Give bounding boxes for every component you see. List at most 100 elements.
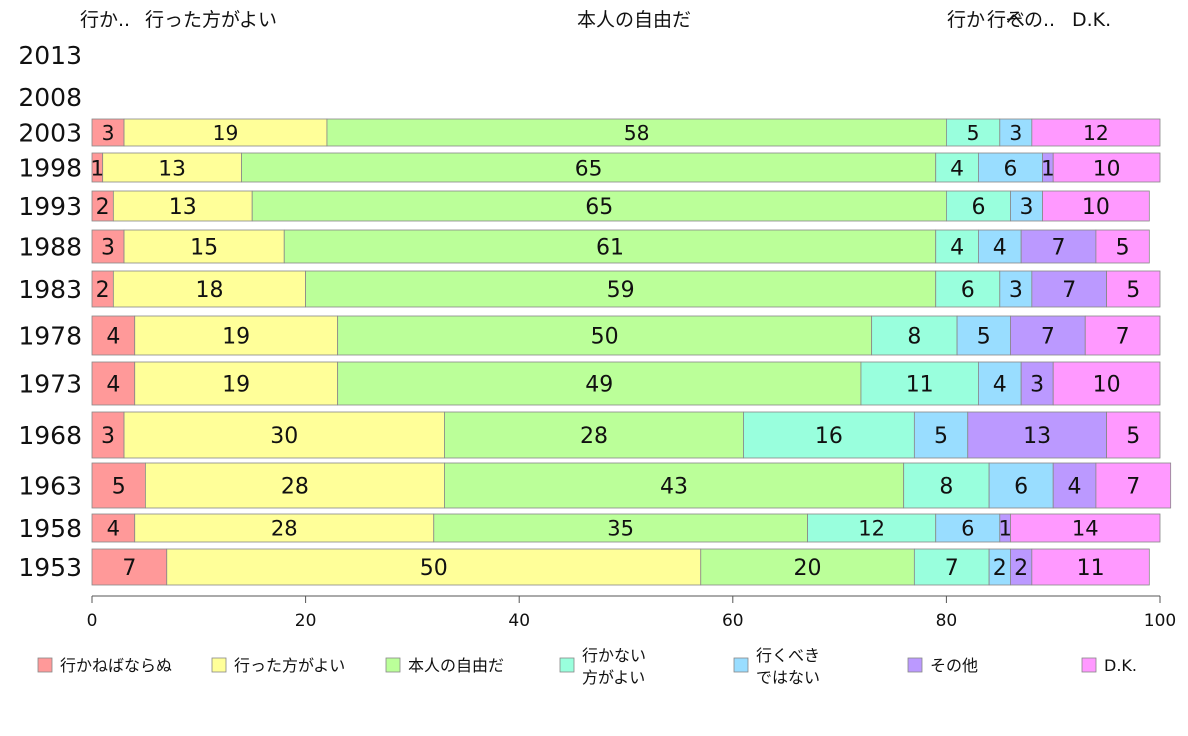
bar-value-label: 7	[1116, 324, 1130, 349]
bar-value-label: 5	[967, 121, 980, 145]
bar-segment	[1020, 229, 1097, 264]
bar-segment	[1106, 270, 1161, 308]
bar-segment	[337, 315, 873, 356]
bar-segment	[913, 411, 969, 459]
bar-value-label: 3	[101, 424, 115, 449]
x-tick-label: 40	[508, 611, 530, 631]
bar-segment	[134, 513, 435, 543]
bar-value-label: 10	[1093, 156, 1121, 181]
legend-label: 行かない方がよい	[582, 646, 646, 687]
bar-value-label: 4	[106, 324, 120, 349]
legend-swatch	[907, 657, 923, 673]
bar-segment	[1095, 229, 1150, 264]
bar-value-label: 65	[585, 195, 613, 220]
bar-value-label: 5	[1116, 235, 1130, 260]
year-label: 1983	[18, 275, 82, 304]
bar-value-label: 13	[1023, 424, 1051, 449]
legend-swatch	[559, 657, 575, 673]
bar-segment	[241, 152, 937, 183]
year-label: 1988	[18, 233, 82, 262]
bar-segment	[1010, 513, 1161, 543]
bar-value-label: 2	[96, 195, 110, 220]
bar-value-label: 1	[1041, 156, 1055, 181]
bar-value-label: 6	[971, 195, 985, 220]
bar-value-label: 16	[815, 424, 843, 449]
x-tick-label: 80	[936, 611, 958, 631]
bar-value-label: 59	[607, 278, 635, 303]
bar-value-label: 3	[1009, 278, 1023, 303]
bar-segment	[91, 513, 136, 543]
bar-value-label: 7	[1126, 474, 1140, 499]
bar-value-label: 5	[1126, 424, 1140, 449]
bar-segment	[134, 361, 339, 406]
bar-value-label: 35	[607, 517, 634, 541]
top-label: 行か	[947, 9, 985, 31]
bar-value-label: 11	[1077, 556, 1105, 581]
year-label: 1958	[18, 514, 82, 543]
bar-value-label: 4	[993, 235, 1007, 260]
bar-value-label: 5	[1126, 278, 1140, 303]
bar-value-label: 3	[1020, 195, 1034, 220]
bar-segment	[305, 270, 937, 308]
bar-value-label: 12	[1083, 121, 1109, 145]
bar-value-label: 28	[580, 424, 608, 449]
bar-value-label: 30	[270, 424, 298, 449]
year-label: 2003	[18, 119, 82, 148]
top-label: 行べ	[987, 9, 1025, 31]
bar-value-label: 2	[96, 278, 110, 303]
x-tick-label: 20	[295, 611, 317, 631]
top-label: D.K.	[1072, 9, 1111, 31]
bar-value-label: 4	[950, 235, 964, 260]
bar-segment	[91, 411, 125, 459]
legend-swatch	[1081, 657, 1097, 673]
legend-swatch	[733, 657, 749, 673]
bar-segment	[1106, 411, 1161, 459]
bar-value-label: 14	[1072, 517, 1099, 541]
bar-value-label: 43	[660, 474, 688, 499]
bar-segment	[283, 229, 937, 264]
bar-segment	[112, 270, 307, 308]
bar-value-label: 5	[112, 474, 126, 499]
x-tick-label: 0	[87, 611, 98, 631]
bar-segment	[91, 361, 136, 406]
bar-segment	[999, 270, 1033, 308]
bar-segment	[144, 462, 445, 509]
bar-segment	[91, 462, 146, 509]
bar-value-label: 5	[977, 324, 991, 349]
bar-value-label: 7	[1052, 235, 1066, 260]
bar-segment	[112, 190, 253, 222]
x-axis: 0 20 40 60 80 100	[87, 595, 1176, 631]
year-label: 1993	[18, 192, 82, 221]
bar-segment	[935, 229, 979, 264]
legend-swatch	[37, 657, 53, 673]
bar-segment	[91, 229, 125, 264]
bar-segment	[91, 315, 136, 356]
bar-value-label: 4	[106, 372, 120, 397]
bar-segment	[123, 229, 285, 264]
bar-value-label: 2	[993, 556, 1007, 581]
bar-value-label: 11	[906, 372, 934, 397]
bar-segment	[1052, 462, 1097, 509]
bar-value-label: 18	[195, 278, 223, 303]
legend-swatch	[211, 657, 227, 673]
bar-value-label: 6	[1004, 156, 1018, 181]
bar-value-label: 8	[939, 474, 953, 499]
bar-value-label: 1	[998, 517, 1011, 541]
bar-segment	[134, 315, 339, 356]
bar-value-label: 4	[993, 372, 1007, 397]
bar-segment	[123, 118, 328, 147]
top-label: 行か..	[80, 9, 130, 31]
bar-value-label: 65	[575, 156, 603, 181]
bar-segment	[935, 513, 1001, 543]
bar-segment	[1010, 315, 1086, 356]
bar-segment	[999, 118, 1033, 147]
bar-value-label: 6	[961, 517, 974, 541]
bar-value-label: 7	[945, 556, 959, 581]
bar-value-label: 7	[122, 556, 136, 581]
bar-segment	[1052, 152, 1161, 183]
bar-value-label: 4	[1068, 474, 1082, 499]
year-label: 1973	[18, 370, 82, 399]
bar-segment	[444, 411, 744, 459]
